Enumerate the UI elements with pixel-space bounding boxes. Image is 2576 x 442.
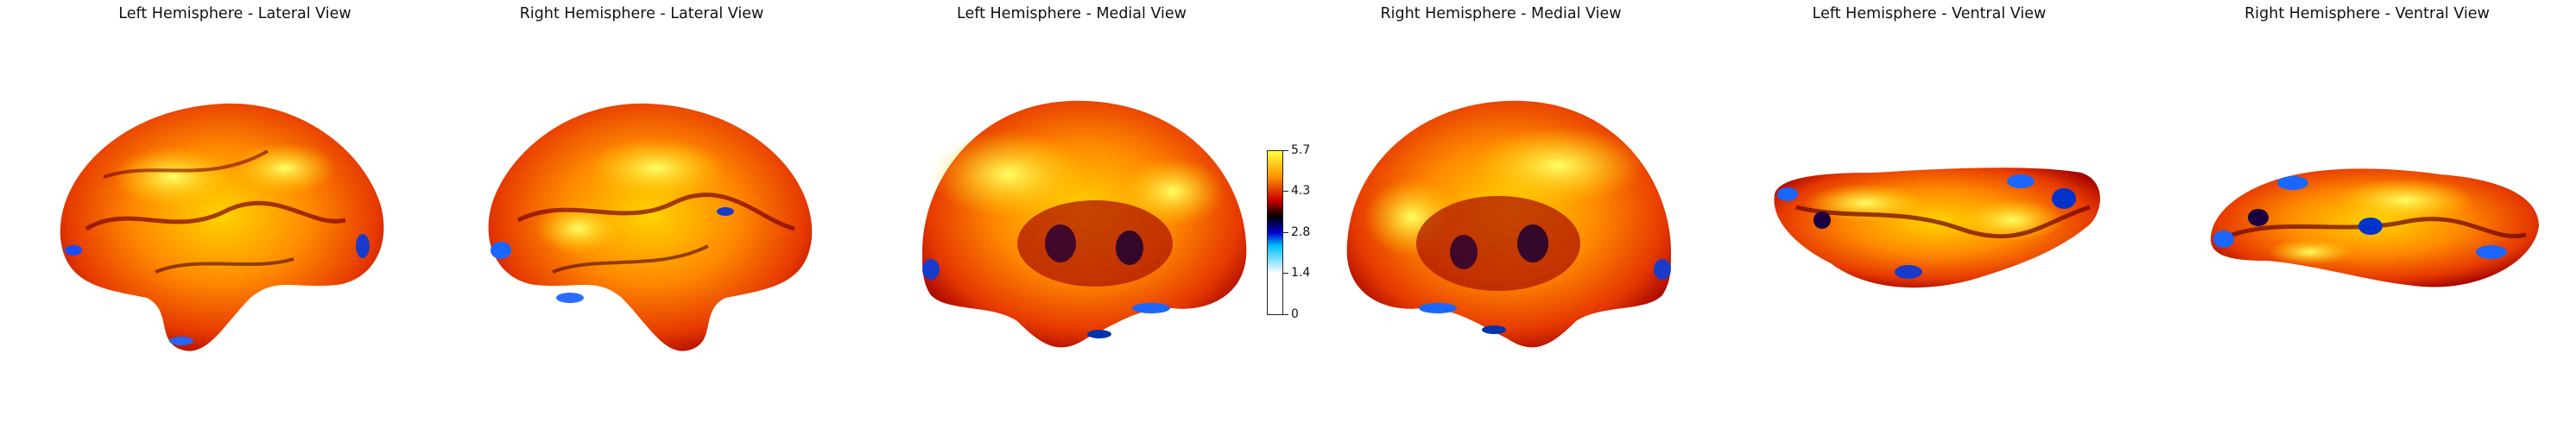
- colorbar-tick-label: 0: [1291, 307, 1299, 321]
- panel-title-right-lateral: Right Hemisphere - Lateral View: [519, 5, 764, 22]
- brain-left-medial: [922, 100, 1247, 348]
- colorbar-tick-label: 4.3: [1291, 184, 1311, 198]
- colorbar-tick-label: 2.8: [1291, 225, 1311, 239]
- panel-title-right-medial: Right Hemisphere - Medial View: [1380, 5, 1622, 22]
- brain-right-ventral: [2211, 168, 2539, 287]
- colorbar-tick: [1283, 314, 1288, 315]
- panel-title-right-ventral: Right Hemisphere - Ventral View: [2244, 5, 2490, 22]
- colorbar-tick-label: 5.7: [1291, 143, 1311, 157]
- brain-left-lateral: [60, 103, 384, 351]
- panel-title-left-ventral: Left Hemisphere - Ventral View: [1812, 5, 2047, 22]
- colorbar-tick: [1283, 191, 1288, 192]
- colorbar: [1267, 150, 1283, 315]
- colorbar-tick-label: 1.4: [1291, 266, 1311, 280]
- brain-right-lateral: [488, 103, 813, 351]
- colorbar-tick: [1283, 273, 1288, 274]
- colorbar-tick: [1283, 150, 1288, 151]
- brain-left-ventral: [1774, 167, 2100, 288]
- panel-title-left-medial: Left Hemisphere - Medial View: [957, 5, 1187, 22]
- brain-right-medial: [1346, 100, 1671, 348]
- panel-title-left-lateral: Left Hemisphere - Lateral View: [118, 5, 351, 22]
- colorbar-tick: [1283, 232, 1288, 233]
